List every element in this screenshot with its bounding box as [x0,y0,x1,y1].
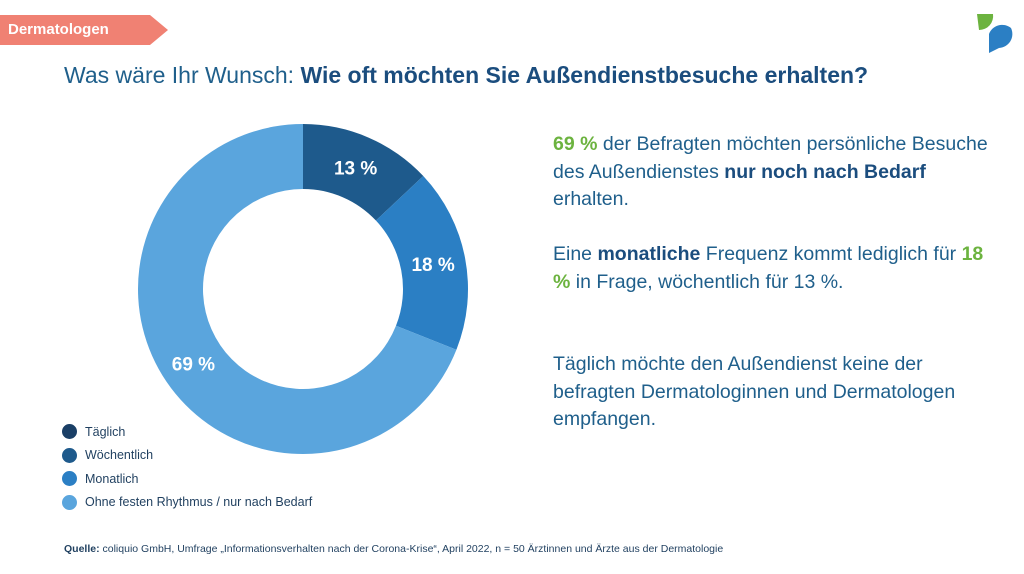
p2-bold: monatliche [597,243,701,265]
p2-text-b: Frequenz kommt lediglich für [700,243,962,265]
legend-swatch [62,494,77,510]
legend-item: Wöchentlich [62,444,312,468]
source-note: Quelle: coliquio GmbH, Umfrage „Informat… [64,543,723,555]
legend-label: Täglich [85,424,126,439]
p1-text-a: der Befragten möchten persönliche Besuch… [553,133,988,183]
source-label: Quelle: [64,543,100,555]
highlight-18: 18 % [553,243,984,293]
donut-slice [375,176,468,350]
legend-swatch [62,447,77,463]
title-question: Wie oft möchten Sie Außendienstbesuche e… [300,62,869,88]
legend-item: Monatlich [62,467,312,491]
donut-slice [303,124,424,221]
category-tag: Dermatologen [0,15,168,45]
finding-paragraph-1: 69 % der Befragten möchten persönliche B… [553,131,993,214]
slice-label: 18 % [411,255,454,276]
legend-swatch [62,471,77,487]
chart-legend: Täglich Wöchentlich Monatlich Ohne festen R… [62,420,312,514]
p3-text-a: Täglich möchte den Außendienst keine der… [553,353,956,430]
slice-label: 69 % [172,354,215,375]
p2-text-c: in Frage, wöchentlich für 13 %. [570,270,844,293]
legend-label: Wöchentlich [85,448,154,463]
source-text: coliquio GmbH, Umfrage „Informationsverh… [99,543,724,555]
p1-text-b: erhalten. [553,188,629,210]
donut-chart: 13 % 18 % 69 % [137,124,468,454]
p2-text-a: Eine [553,243,598,265]
legend-label: Monatlich [85,471,139,486]
page-title: Was wäre Ihr Wunsch: Wie oft möchten Sie… [64,62,868,89]
category-tag-label: Dermatologen [8,21,109,38]
finding-paragraph-2: Eine monatliche Frequenz kommt lediglich… [553,241,993,296]
legend-swatch [62,424,77,440]
highlight-69: 69 % [553,133,598,155]
title-prefix: Was wäre Ihr Wunsch: [64,62,301,88]
finding-paragraph-3: Täglich möchte den Außendienst keine der… [553,351,993,434]
slice-label: 13 % [334,158,377,179]
p1-bold: nur noch nach Bedarf [724,160,926,183]
legend-label: Ohne festen Rhythmus / nur nach Bedarf [85,495,313,510]
legend-item: Ohne festen Rhythmus / nur nach Bedarf [62,491,312,515]
brand-logo-icon [977,14,1013,53]
donut-slice [137,124,457,454]
legend-item: Täglich [62,420,312,444]
